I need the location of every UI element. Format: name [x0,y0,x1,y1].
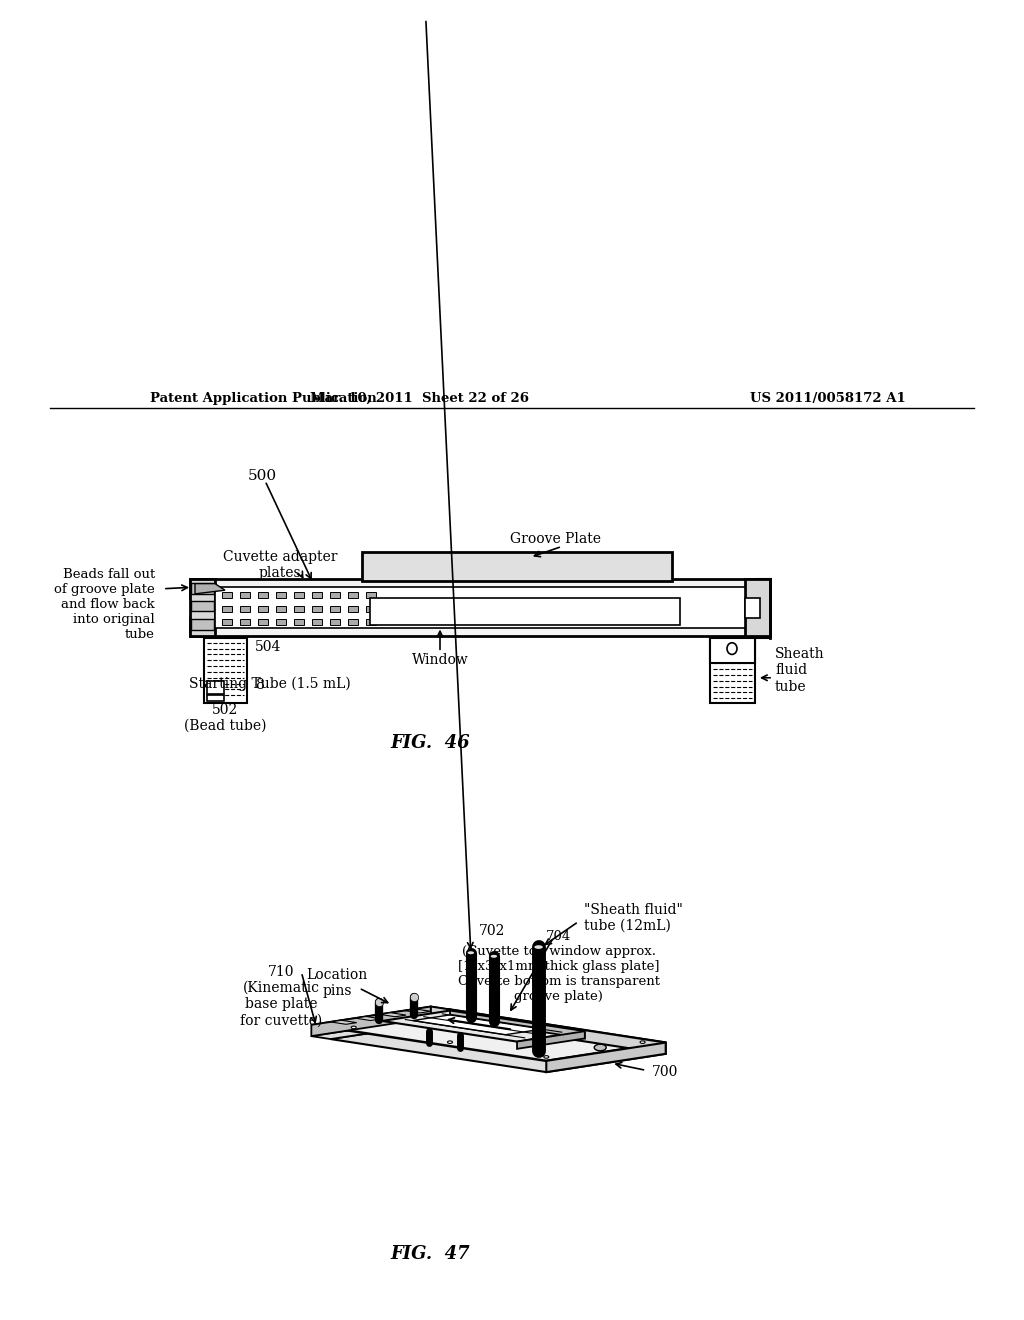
Text: 502
(Bead tube): 502 (Bead tube) [183,702,266,733]
Polygon shape [258,606,268,612]
Polygon shape [222,619,232,626]
Polygon shape [190,579,215,636]
Polygon shape [190,579,770,598]
Text: 700: 700 [651,1065,678,1078]
Polygon shape [330,619,340,626]
Polygon shape [348,619,358,626]
Polygon shape [195,583,225,594]
Polygon shape [366,619,376,626]
Polygon shape [745,598,760,618]
Polygon shape [311,1007,431,1036]
Ellipse shape [640,1041,645,1043]
Polygon shape [355,1016,381,1020]
Text: US 2011/0058172 A1: US 2011/0058172 A1 [750,392,906,405]
Polygon shape [370,598,680,626]
Polygon shape [311,1007,450,1028]
Ellipse shape [489,954,498,958]
Polygon shape [207,681,224,694]
Polygon shape [222,591,232,598]
Text: Patent Application Publication: Patent Application Publication [150,392,377,405]
Polygon shape [191,619,214,631]
Polygon shape [710,638,755,704]
Polygon shape [331,1010,666,1061]
Polygon shape [450,1010,666,1053]
Text: Beads fall out
of groove plate
and flow back
into original
tube: Beads fall out of groove plate and flow … [54,569,155,642]
Polygon shape [294,619,304,626]
Polygon shape [413,1015,544,1035]
Text: FIG.  47: FIG. 47 [390,1245,470,1263]
Polygon shape [215,586,745,628]
Text: 504: 504 [255,640,282,655]
Polygon shape [207,694,224,701]
Polygon shape [240,619,250,626]
Polygon shape [546,1043,666,1072]
Polygon shape [330,591,340,598]
Polygon shape [362,552,672,581]
Polygon shape [331,1020,356,1024]
Polygon shape [517,1031,585,1049]
Polygon shape [311,1018,450,1039]
Ellipse shape [544,1056,549,1059]
Text: 500: 500 [248,469,278,483]
Polygon shape [312,591,322,598]
Polygon shape [276,606,286,612]
Ellipse shape [594,1044,606,1051]
Polygon shape [431,1007,450,1020]
Text: 704
(Cuvette top window approx.
[1"x3"x1mm thick glass plate]
Cuvette bottom is : 704 (Cuvette top window approx. [1"x3"x1… [458,931,659,1003]
Polygon shape [190,618,770,636]
Polygon shape [312,619,322,626]
Polygon shape [294,591,304,598]
Ellipse shape [447,1041,453,1043]
Polygon shape [710,638,755,663]
Text: Cuvette adapter
plates: Cuvette adapter plates [223,549,337,579]
Text: "Sheath fluid"
tube (12mL): "Sheath fluid" tube (12mL) [584,903,682,933]
Text: Location
pins: Location pins [306,968,368,998]
Polygon shape [366,591,376,598]
Text: 702: 702 [479,924,505,939]
Polygon shape [348,591,358,598]
Text: Mar. 10, 2011  Sheet 22 of 26: Mar. 10, 2011 Sheet 22 of 26 [310,392,529,405]
Ellipse shape [467,950,475,954]
Polygon shape [258,591,268,598]
Ellipse shape [534,945,544,949]
Text: FIG.  46: FIG. 46 [390,734,470,752]
Text: Starting Tube (1.5 mL): Starting Tube (1.5 mL) [189,677,351,690]
Polygon shape [276,591,286,598]
Polygon shape [240,606,250,612]
Polygon shape [450,1011,585,1039]
Polygon shape [258,619,268,626]
Polygon shape [745,579,770,636]
Ellipse shape [447,1011,453,1014]
Polygon shape [312,606,322,612]
Polygon shape [380,1012,407,1016]
Text: 710
(Kinematic
base plate
for cuvette): 710 (Kinematic base plate for cuvette) [241,965,323,1027]
Text: Groove Plate: Groove Plate [510,532,601,546]
Text: Window: Window [412,652,468,667]
Polygon shape [204,638,247,704]
Text: 8: 8 [255,678,264,692]
Polygon shape [382,1011,585,1041]
Polygon shape [330,606,340,612]
Polygon shape [191,583,214,594]
Polygon shape [366,606,376,612]
Polygon shape [404,1008,431,1012]
Ellipse shape [351,1026,356,1028]
Polygon shape [294,606,304,612]
Polygon shape [276,619,286,626]
Polygon shape [191,601,214,611]
Text: Sheath
fluid
tube: Sheath fluid tube [775,647,824,694]
Polygon shape [348,606,358,612]
Ellipse shape [544,1026,549,1028]
Polygon shape [331,1020,666,1072]
Polygon shape [222,606,232,612]
Polygon shape [240,591,250,598]
